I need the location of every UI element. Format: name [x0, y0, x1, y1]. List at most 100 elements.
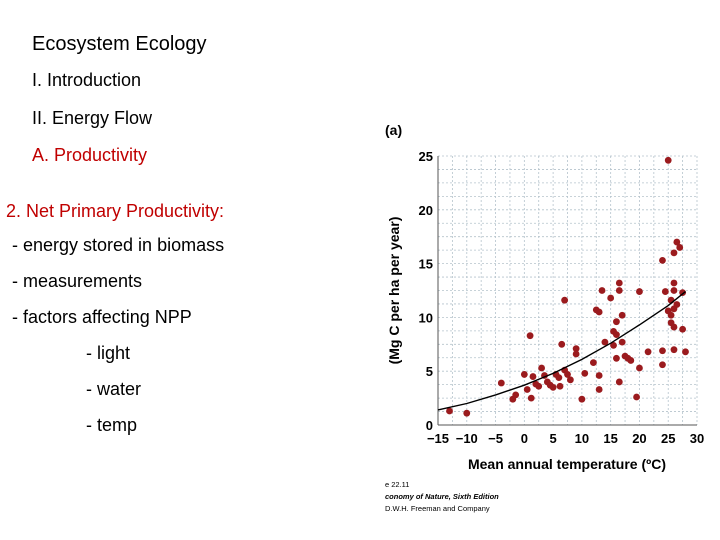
bullet-factors: - factors affecting NPP [12, 307, 192, 327]
x-tick-label: 5 [549, 431, 556, 446]
data-point [549, 383, 557, 391]
data-point [661, 288, 669, 295]
data-point [520, 371, 528, 378]
y-tick-label: 20 [419, 203, 433, 218]
y-tick-label: 0 [426, 418, 433, 433]
data-point [670, 323, 678, 331]
outline-energy-flow: II. Energy Flow [32, 108, 153, 128]
data-point [590, 359, 597, 366]
data-point [644, 348, 652, 356]
data-point [682, 348, 689, 356]
data-point [538, 364, 545, 372]
bullet-measurements: - measurements [12, 271, 143, 291]
data-point [512, 391, 520, 399]
npp-temperature-chart: (a) 0 5 10 15 20 25 −15 −10 −5 0 5 10 15 20 25 30 (Mg … [385, 122, 704, 513]
x-tick-label: −10 [456, 431, 478, 446]
y-tick-labels: 0 5 10 15 20 25 [419, 149, 433, 433]
x-tick-label: 25 [661, 431, 675, 446]
data-point [561, 296, 569, 304]
data-point [527, 394, 535, 402]
outline-introduction: I. Introduction [32, 70, 142, 90]
bullet-energy-stored: - energy stored in biomass [12, 235, 225, 255]
data-point [670, 287, 678, 294]
data-point [664, 156, 672, 164]
data-point [636, 364, 643, 372]
data-point [581, 369, 589, 377]
data-point [555, 374, 563, 382]
y-tick-label: 10 [419, 310, 433, 325]
y-axis-label: (Mg C per ha per year) [386, 217, 402, 365]
sub-bullet-light: - light [86, 343, 131, 363]
data-point [613, 354, 620, 362]
x-tick-label: 20 [632, 431, 646, 446]
publisher-credit: D.W.H. Freeman and Company [385, 504, 490, 513]
sub-bullet-temp: - temp [86, 415, 138, 435]
page-title: Ecosystem Ecology [32, 33, 207, 55]
data-point [667, 311, 675, 319]
x-tick-label: 10 [575, 431, 589, 446]
data-point [523, 386, 531, 393]
data-point [598, 287, 606, 294]
data-point [618, 311, 626, 319]
data-point [566, 376, 574, 384]
figure-number: e 22.11 [385, 480, 409, 489]
data-point [679, 325, 687, 333]
chart-grid [437, 155, 698, 426]
data-point [673, 238, 681, 246]
data-point [558, 340, 566, 348]
data-point [497, 379, 505, 387]
data-point [659, 256, 666, 264]
data-point [659, 361, 666, 369]
data-point [636, 288, 643, 295]
data-point [610, 341, 617, 349]
data-point [615, 378, 623, 386]
data-point [595, 372, 603, 379]
data-point [463, 409, 471, 417]
data-point [679, 289, 687, 297]
sub-bullet-water: - water [86, 379, 142, 399]
data-point [595, 308, 603, 316]
data-point [601, 338, 609, 346]
outline-productivity: A. Productivity [32, 145, 148, 165]
x-tick-labels: −15 −10 −5 0 5 10 15 20 25 30 [427, 431, 704, 446]
x-tick-label: −15 [427, 431, 449, 446]
data-point [670, 346, 678, 354]
data-point [673, 301, 681, 308]
data-point [613, 318, 620, 326]
data-point [676, 244, 684, 251]
x-tick-label: 30 [690, 431, 704, 446]
y-tick-label: 25 [419, 149, 433, 164]
data-point [607, 294, 615, 302]
data-point [627, 357, 635, 364]
outline-npp-heading: 2. Net Primary Productivity: [6, 201, 225, 221]
data-point [564, 371, 571, 378]
data-points [446, 156, 689, 417]
y-tick-label: 15 [419, 257, 433, 272]
data-point [572, 350, 580, 358]
data-point [615, 287, 623, 294]
data-point [595, 386, 603, 393]
x-tick-label: −5 [488, 431, 503, 446]
data-point [526, 332, 534, 340]
fit-curve [437, 291, 686, 411]
data-point [659, 347, 666, 355]
data-point [615, 279, 623, 287]
book-credit: conomy of Nature, Sixth Edition [385, 492, 499, 501]
data-point [618, 338, 626, 346]
data-point [613, 331, 620, 339]
data-point [633, 393, 640, 401]
data-point [670, 279, 678, 287]
data-point [535, 382, 543, 390]
chart-panel-label: (a) [385, 122, 402, 138]
data-point [446, 407, 453, 415]
chart-axes [437, 156, 697, 426]
x-tick-label: 15 [603, 431, 617, 446]
data-point [572, 345, 580, 353]
data-point [670, 249, 678, 257]
y-tick-label: 5 [426, 364, 433, 379]
data-point [578, 395, 586, 403]
data-point [556, 382, 564, 390]
x-axis-label: Mean annual temperature (ºC) [468, 456, 666, 472]
x-tick-label: 0 [521, 431, 528, 446]
data-point [529, 373, 537, 380]
